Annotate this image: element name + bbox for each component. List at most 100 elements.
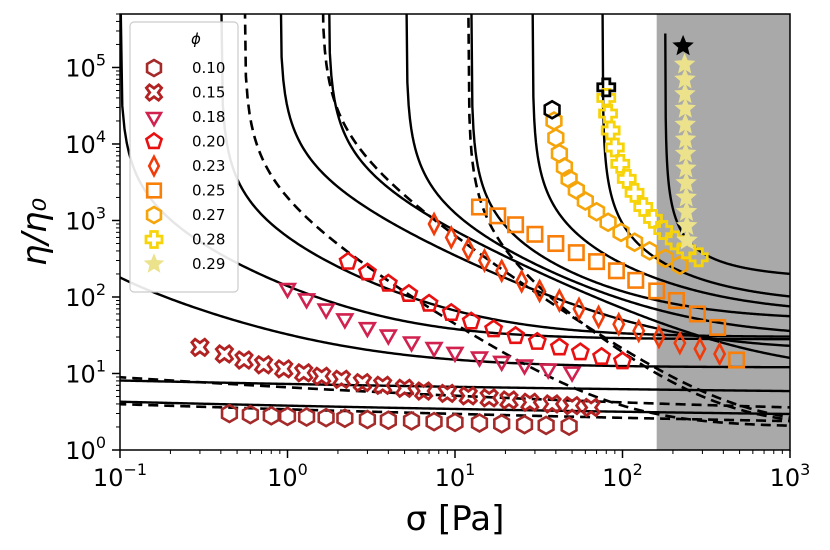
point-0.29-0 <box>673 53 696 74</box>
point-0.23-12 <box>652 324 666 350</box>
end-markers <box>543 34 694 120</box>
point-0.27-11 <box>640 240 659 261</box>
point-0.18-13 <box>562 366 582 383</box>
legend-marker-0.27 <box>145 205 163 225</box>
legend-marker-0.23 <box>147 153 161 179</box>
point-0.10-9 <box>402 410 421 431</box>
point-0.20-13 <box>612 351 633 370</box>
point-0.15-11 <box>413 381 434 401</box>
point-0.27-13 <box>671 255 689 276</box>
legend-label-0.20: 0.20 <box>192 133 225 151</box>
point-0.29-4 <box>674 113 697 134</box>
series-0.25 <box>470 198 746 369</box>
point-0.23-3 <box>477 247 492 274</box>
point-0.20-10 <box>549 337 570 356</box>
point-0.15-9 <box>372 375 393 396</box>
point-0.18-10 <box>492 355 512 373</box>
point-0.23-8 <box>572 296 586 322</box>
point-0.20-2 <box>378 273 398 292</box>
point-0.27-8 <box>599 212 617 233</box>
end-marker-0.27 <box>543 99 561 120</box>
point-0.10-16 <box>560 416 578 437</box>
point-0.15-15 <box>499 390 519 410</box>
point-0.25-9 <box>648 282 666 300</box>
point-0.10-8 <box>379 410 398 431</box>
point-0.15-5 <box>293 362 314 383</box>
point-0.25-10 <box>667 291 685 310</box>
point-0.25-12 <box>709 318 727 336</box>
point-0.25-7 <box>607 262 625 280</box>
y-tick-label-5: 105 <box>65 50 106 82</box>
point-0.23-11 <box>632 318 646 344</box>
point-0.27-6 <box>576 190 595 211</box>
model-curve-solid-8 <box>470 14 790 318</box>
point-0.25-6 <box>588 253 606 271</box>
end-marker-0.28 <box>596 77 617 98</box>
point-0.25-11 <box>688 305 706 323</box>
model-curve-solid-7 <box>405 14 790 333</box>
point-0.27-3 <box>555 157 574 178</box>
series-0.28 <box>596 88 709 268</box>
point-0.10-12 <box>470 413 489 434</box>
point-0.25-5 <box>567 244 585 262</box>
point-0.18-2 <box>316 303 336 320</box>
series-0.15 <box>189 337 602 418</box>
point-0.23-0 <box>427 211 441 237</box>
point-0.18-6 <box>401 336 422 353</box>
point-0.15-8 <box>352 372 373 393</box>
y-tick-label-2: 102 <box>65 280 106 312</box>
point-0.18-0 <box>277 282 298 300</box>
x-tick-label-2: 101 <box>435 460 476 492</box>
point-0.15-16 <box>519 392 540 413</box>
point-0.29-12 <box>676 229 698 250</box>
legend-marker-0.20 <box>144 131 164 150</box>
point-0.15-10 <box>394 378 415 399</box>
model-curve-solid-10 <box>601 14 790 298</box>
point-0.18-11 <box>514 359 535 376</box>
point-0.18-8 <box>445 346 465 364</box>
point-0.10-2 <box>262 405 280 426</box>
legend-box <box>129 21 239 293</box>
point-0.25-8 <box>627 271 645 289</box>
point-0.15-18 <box>562 395 582 416</box>
point-0.15-4 <box>273 358 294 379</box>
point-0.18-5 <box>378 329 398 346</box>
x-tick-label-3: 102 <box>602 460 643 492</box>
point-0.20-3 <box>399 283 419 303</box>
legend-label-0.18: 0.18 <box>192 108 225 126</box>
point-0.20-12 <box>591 346 612 366</box>
y-axis-label: η/η₀ <box>15 198 55 267</box>
point-0.20-8 <box>505 325 526 345</box>
y-tick-label-3: 103 <box>65 203 106 235</box>
point-0.15-12 <box>437 383 458 404</box>
point-0.10-1 <box>241 404 260 425</box>
point-0.29-6 <box>674 142 697 163</box>
legend-marker-0.28 <box>144 230 164 249</box>
x-axis-label: σ [Pa] <box>406 499 505 539</box>
point-0.29-3 <box>674 97 697 118</box>
point-0.23-5 <box>515 268 529 294</box>
legend-marker-0.29 <box>143 253 165 273</box>
point-0.20-5 <box>441 302 461 322</box>
point-0.18-12 <box>538 363 558 380</box>
legend-label-0.10: 0.10 <box>192 59 225 77</box>
point-0.15-7 <box>331 369 352 390</box>
series-0.27 <box>545 110 689 276</box>
point-0.25-1 <box>489 207 507 225</box>
legend-label-0.23: 0.23 <box>192 157 225 175</box>
point-0.20-11 <box>570 342 590 361</box>
data-points <box>189 53 746 437</box>
point-0.15-1 <box>214 344 235 364</box>
point-0.18-4 <box>357 321 378 339</box>
point-0.25-3 <box>526 225 544 243</box>
series-0.20 <box>338 251 633 370</box>
point-0.10-6 <box>336 408 354 429</box>
point-0.23-7 <box>552 287 566 314</box>
series-0.23 <box>427 211 727 367</box>
point-0.25-0 <box>470 198 489 216</box>
point-0.23-9 <box>592 304 606 330</box>
point-0.10-3 <box>278 406 297 427</box>
legend-marker-0.25 <box>145 182 163 199</box>
point-0.25-4 <box>547 234 565 253</box>
y-tick-label-1: 101 <box>65 356 106 388</box>
